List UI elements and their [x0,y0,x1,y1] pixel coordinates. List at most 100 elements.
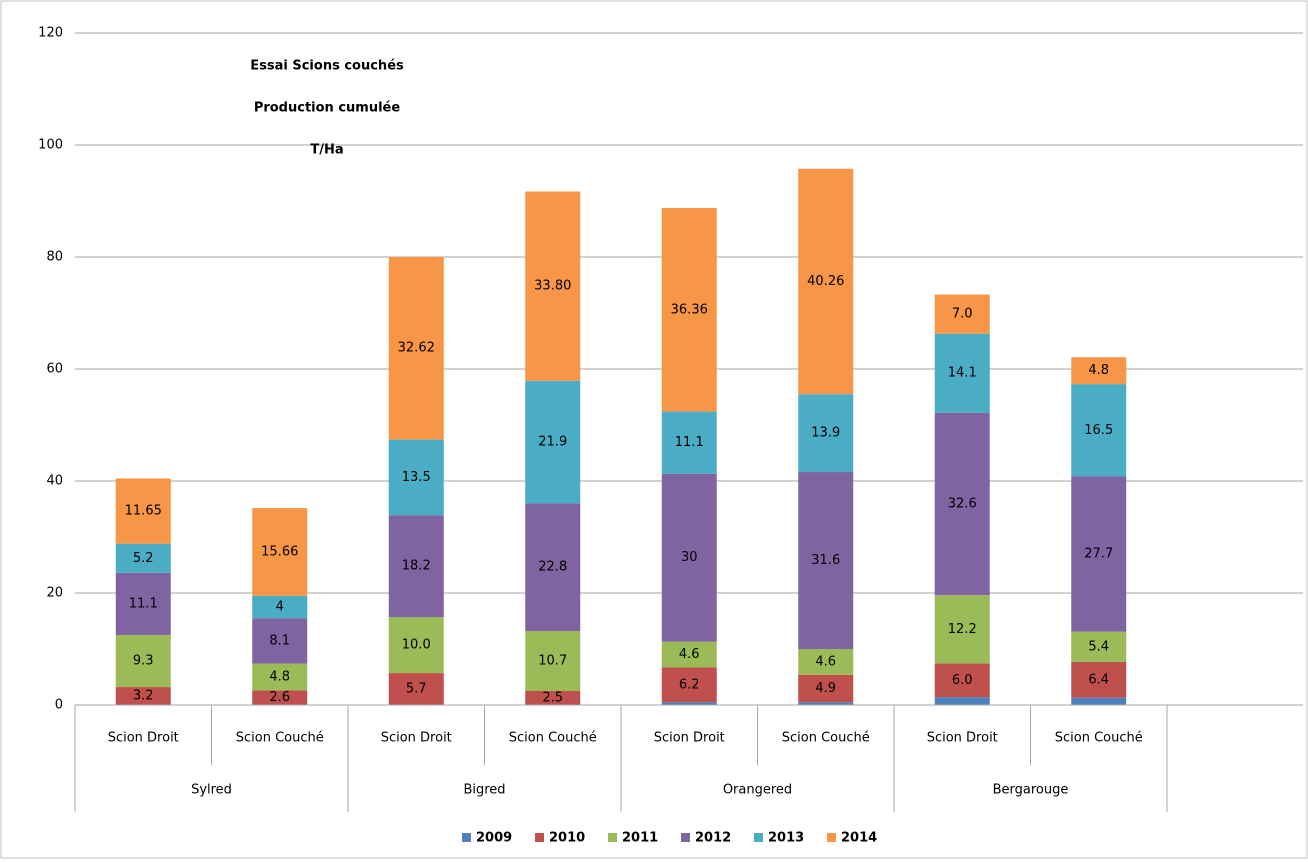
legend-swatch [535,833,544,842]
data-label: 30 [681,550,698,565]
data-label: 6.4 [1088,672,1109,687]
chart-title: Production cumulée [254,101,401,116]
data-label: 13.9 [811,426,840,441]
data-label: 8.1 [269,633,290,648]
bar-segment [525,503,581,632]
data-label: 3.2 [133,689,154,704]
bar-segment [115,572,171,635]
legend-label: 2010 [549,831,585,846]
x-tick-label: Scion Droit [381,731,452,746]
legend-swatch [608,833,617,842]
data-label: 2.5 [542,691,563,706]
data-label: 14.1 [948,366,977,381]
bar-segment [252,595,308,619]
data-label: 10.7 [538,654,567,669]
group-label: Sylred [191,783,232,798]
bar-segment [252,508,308,596]
bar-segment [1071,357,1127,385]
bar-segment [798,472,854,649]
y-tick-label: 60 [46,362,63,377]
data-label: 33.80 [534,279,571,294]
y-tick-label: 20 [46,586,63,601]
bar-segment [934,412,990,596]
data-label: 5.4 [1088,639,1109,654]
bar-segment [798,649,854,675]
bar-segment [661,207,717,412]
legend-swatch [462,833,471,842]
legend-label: 2009 [476,831,512,846]
data-label: 16.5 [1084,423,1113,438]
legend-swatch [754,833,763,842]
bar-segment [1071,697,1127,705]
bar-segment [661,641,717,668]
legend-label: 2013 [768,831,804,846]
bar-segment [252,690,308,705]
data-label: 40.26 [807,274,844,289]
data-label: 10.0 [402,638,431,653]
bar-segment [525,691,581,705]
data-label: 4 [276,600,284,615]
bar-segment [525,380,581,504]
bar-segment [115,687,171,705]
bar-segment [115,543,171,573]
bar-segment [1071,661,1127,698]
data-label: 4.8 [1088,363,1109,378]
y-tick-label: 120 [38,26,63,41]
y-tick-label: 100 [38,138,63,153]
data-label: 32.62 [398,341,435,356]
data-label: 12.2 [948,622,977,637]
bar-segment [388,617,444,674]
bar-segment [388,256,444,440]
data-label: 4.6 [815,654,836,669]
bar-segment [798,702,854,705]
bar-segment [525,631,581,691]
x-tick-label: Scion Couché [236,731,324,746]
bar-segment [388,673,444,705]
bar-segment [388,439,444,516]
group-label: Orangered [723,783,792,798]
bar-segment [388,515,444,618]
data-label: 18.2 [402,559,431,574]
bar-segment [934,333,990,413]
data-label: 13.5 [402,470,431,485]
bar-segment [252,618,308,664]
bar-segment [252,663,308,691]
data-label: 6.2 [679,677,700,692]
bar-segment [934,595,990,664]
chart-title: T/Ha [310,143,343,158]
bar-segment [1071,476,1127,632]
data-label: 36.36 [671,302,708,317]
data-label: 15.66 [261,544,298,559]
bar-segment [934,294,990,334]
x-tick-label: Scion Couché [782,731,870,746]
legend-swatch [827,833,836,842]
bar-segment [934,697,990,705]
bar-segment [661,702,717,705]
bar-segment [661,411,717,474]
x-tick-label: Scion Droit [927,731,998,746]
chart-title: Essai Scions couchés [250,59,404,74]
bar-segment [661,473,717,642]
group-label: Bigred [463,783,505,798]
data-label: 32.6 [948,496,977,511]
data-label: 6.0 [952,673,973,688]
data-label: 4.6 [679,647,700,662]
bar-segment [798,168,854,395]
bar-segment [661,667,717,703]
bar-segment [798,394,854,473]
bar-segment [525,191,581,381]
bar-segment [115,635,171,688]
bar-segment [798,674,854,703]
y-tick-label: 40 [46,474,63,489]
data-label: 11.1 [129,596,158,611]
bar-segment [1071,631,1127,662]
bar-segment [934,663,990,698]
bar-segment [115,478,171,544]
data-label: 4.9 [815,681,836,696]
x-tick-label: Scion Droit [654,731,725,746]
data-label: 11.65 [125,504,162,519]
data-label: 2.6 [269,690,290,705]
data-label: 5.7 [406,682,427,697]
legend-swatch [681,833,690,842]
